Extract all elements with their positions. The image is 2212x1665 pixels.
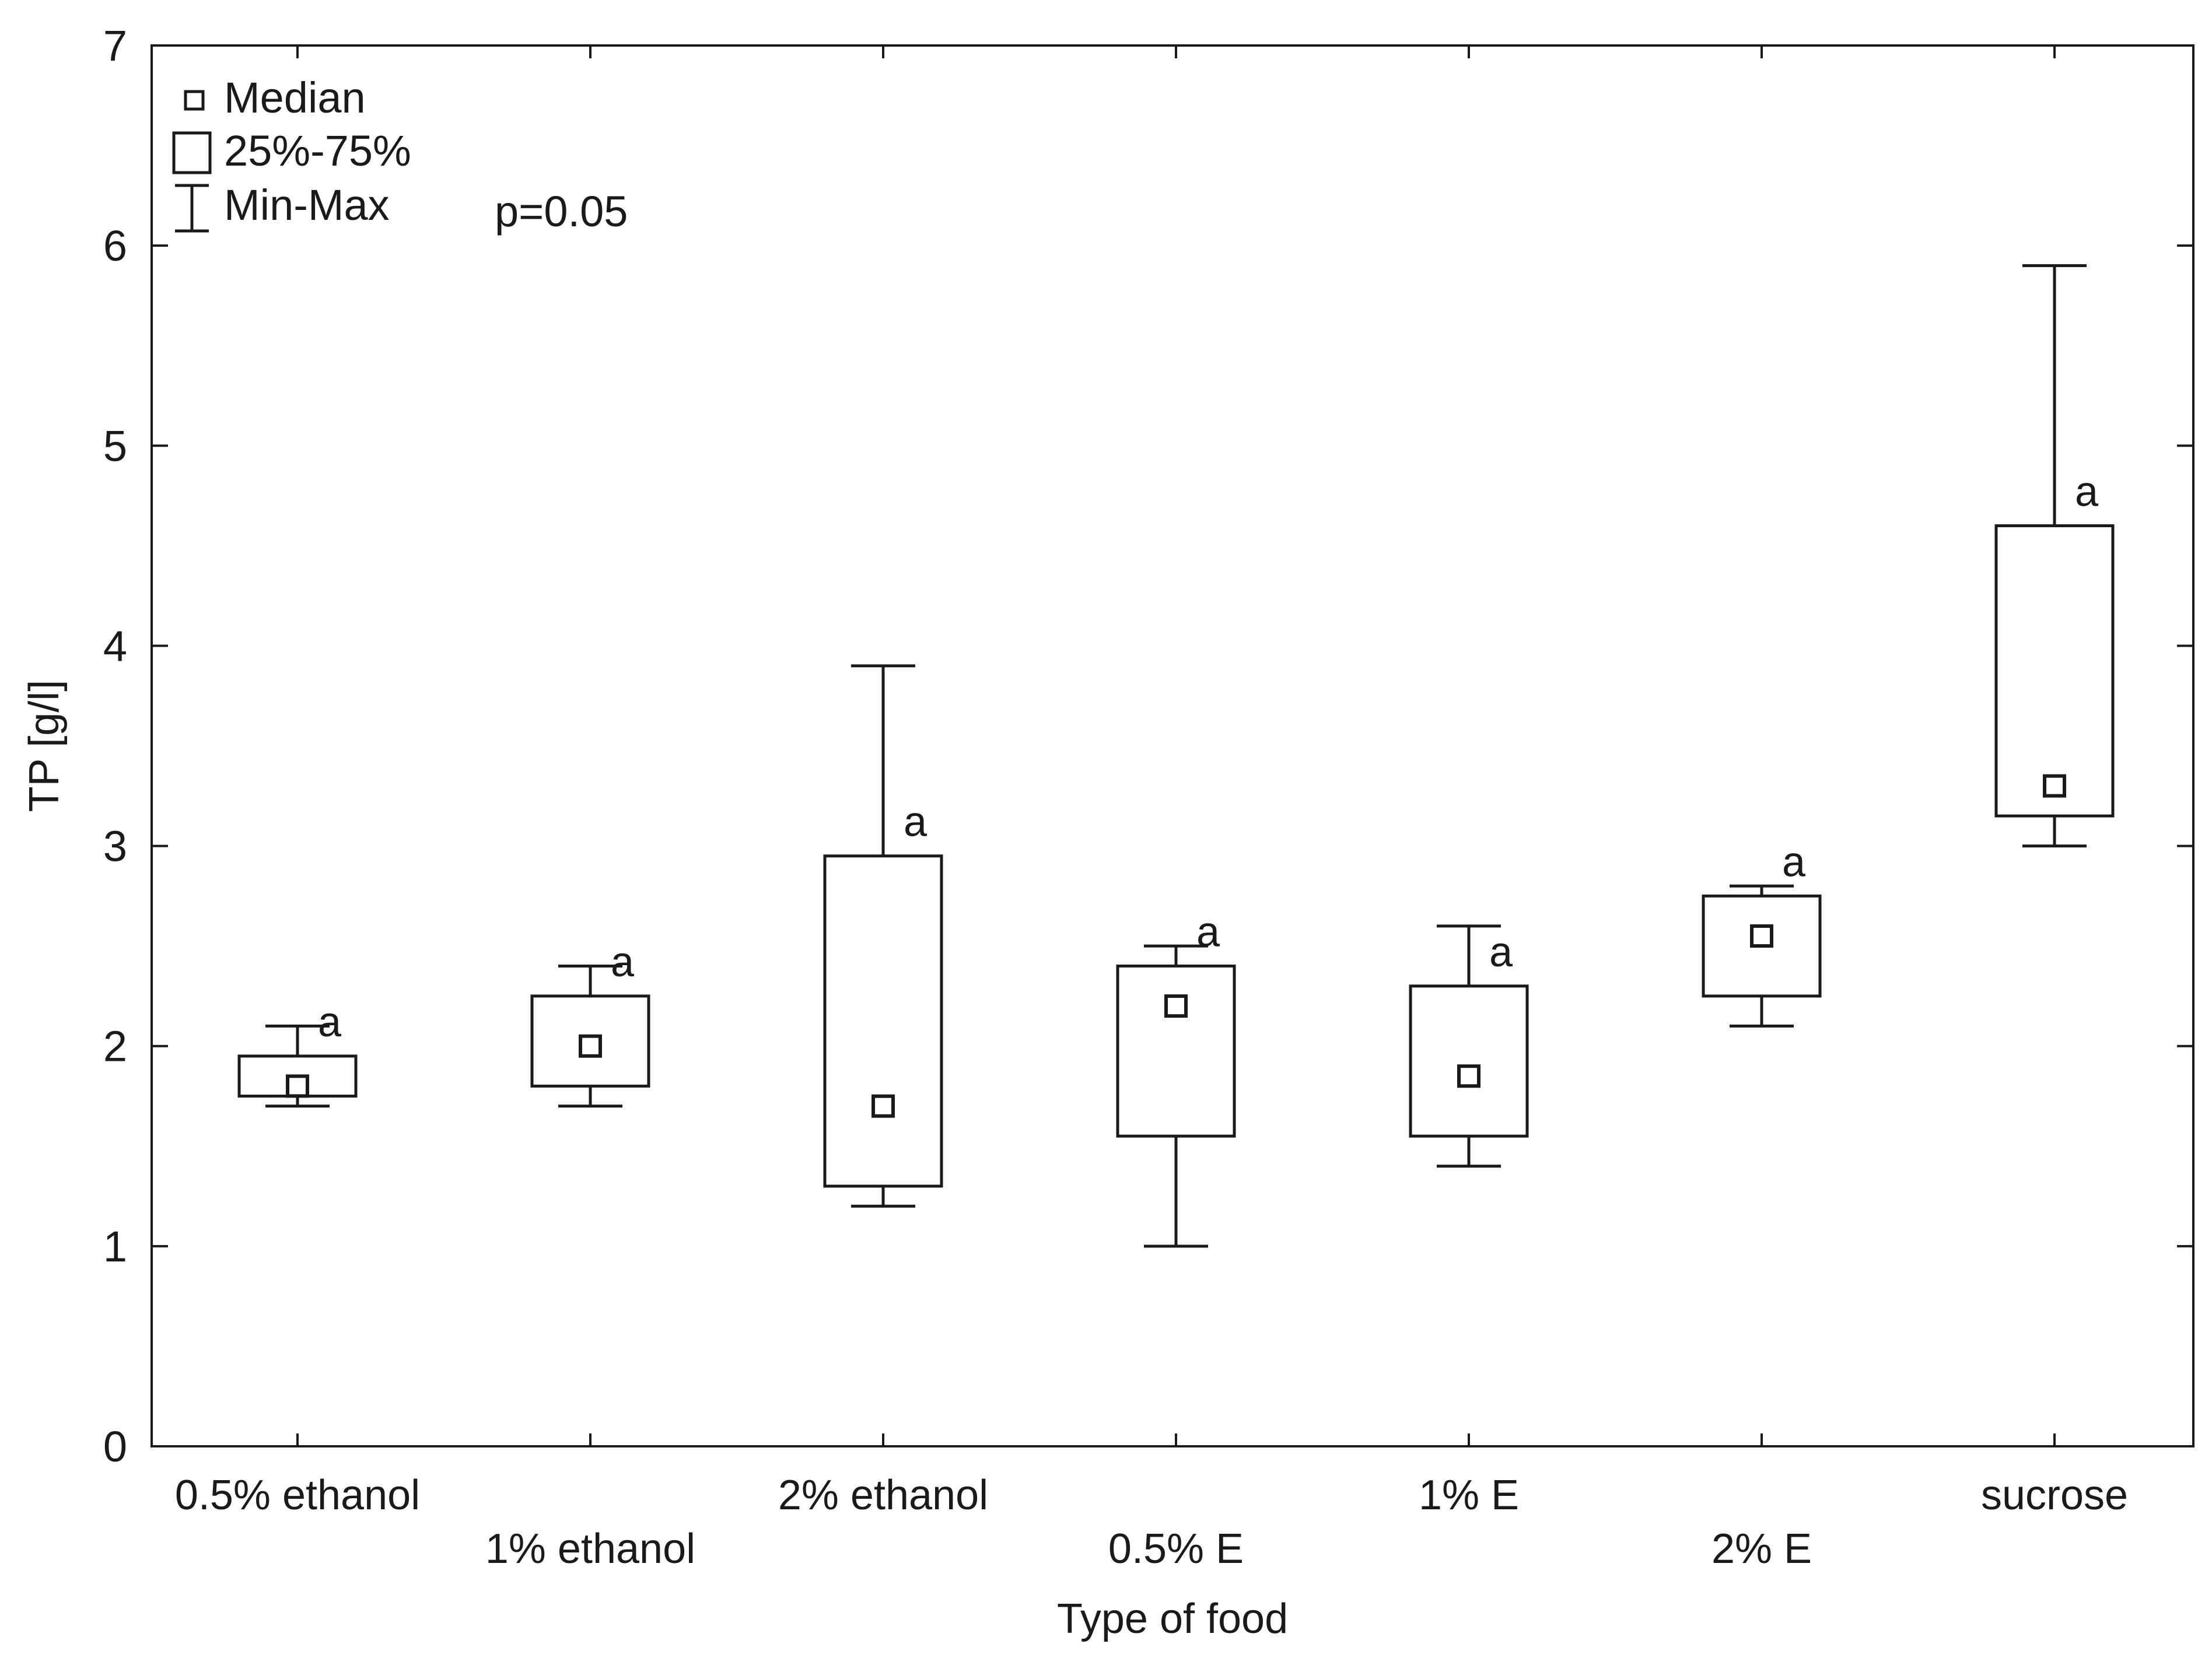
iqr-box bbox=[823, 854, 943, 1188]
x-category-label: sucrose bbox=[1981, 1472, 2128, 1519]
iqr-box bbox=[1409, 984, 1529, 1138]
median-marker bbox=[2043, 774, 2066, 798]
box-group: a bbox=[1409, 924, 1529, 1168]
significance-label: a bbox=[1782, 839, 1806, 885]
y-tick-label: 6 bbox=[103, 222, 127, 270]
p-value-annotation: p=0.05 bbox=[495, 187, 628, 236]
median-marker bbox=[286, 1074, 309, 1098]
x-category-label: 2% E bbox=[1712, 1526, 1812, 1572]
y-tick-label: 7 bbox=[103, 22, 127, 70]
legend-whisker-symbol bbox=[175, 184, 209, 233]
y-tick-label: 4 bbox=[103, 622, 127, 670]
y-axis-title: TP [g/l] bbox=[21, 680, 68, 812]
x-axis-title: Type of food bbox=[1057, 1596, 1288, 1642]
legend-box-symbol bbox=[172, 131, 212, 174]
median-marker bbox=[579, 1034, 602, 1058]
significance-label: a bbox=[904, 799, 928, 846]
significance-label: a bbox=[611, 939, 635, 986]
box-group: a bbox=[1994, 264, 2115, 848]
significance-label: a bbox=[1196, 909, 1220, 955]
y-axis: 0 1 2 3 4 5 6 7 bbox=[103, 22, 2193, 1471]
legend-median-symbol bbox=[184, 90, 205, 111]
x-axis: 0.5% ethanol 1% ethanol 2% ethanol 0.5% E 1%… bbox=[175, 45, 2128, 1572]
iqr-box bbox=[1116, 964, 1236, 1138]
legend: Median 25%-75% Min-Max bbox=[172, 73, 411, 233]
y-tick-label: 5 bbox=[103, 422, 127, 470]
x-category-label: 1% E bbox=[1419, 1472, 1519, 1519]
iqr-box bbox=[1994, 524, 2115, 818]
x-category-label: 0.5% ethanol bbox=[175, 1472, 420, 1519]
box-group: a bbox=[530, 939, 650, 1108]
median-marker bbox=[1164, 994, 1188, 1018]
y-tick-label: 2 bbox=[103, 1022, 127, 1071]
y-tick-label: 0 bbox=[103, 1422, 127, 1471]
y-tick-label: 1 bbox=[103, 1222, 127, 1271]
legend-median-label: Median bbox=[224, 73, 366, 122]
box-group: a bbox=[237, 999, 358, 1108]
y-tick-label: 3 bbox=[103, 822, 127, 871]
box-group: a bbox=[1116, 909, 1236, 1248]
legend-box-label: 25%-75% bbox=[224, 127, 411, 175]
x-category-label: 1% ethanol bbox=[485, 1526, 695, 1572]
median-marker bbox=[1750, 924, 1773, 948]
box-group: a bbox=[1702, 839, 1822, 1028]
legend-whisker-label: Min-Max bbox=[224, 181, 390, 229]
significance-label: a bbox=[2075, 469, 2099, 516]
significance-label: a bbox=[1489, 929, 1513, 976]
x-category-label: 2% ethanol bbox=[778, 1472, 988, 1519]
median-marker bbox=[1457, 1064, 1480, 1088]
box-series: a a a a a a a bbox=[237, 264, 2115, 1248]
plot-frame bbox=[150, 44, 2194, 1447]
box-group: a bbox=[823, 664, 943, 1208]
median-marker bbox=[872, 1094, 895, 1118]
x-category-label: 0.5% E bbox=[1108, 1526, 1244, 1572]
significance-label: a bbox=[318, 999, 342, 1046]
